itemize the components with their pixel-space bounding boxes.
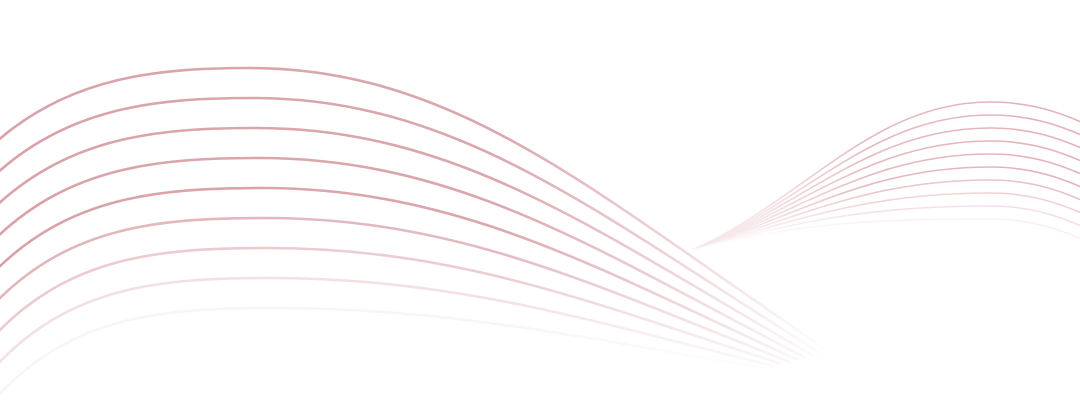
right-wave-line [689,127,1080,251]
right-wave-line [689,114,1080,251]
left-wave-line [0,276,775,368]
right-wave-line [689,140,1080,251]
left-wave-line [0,156,807,360]
right-wave-line [689,192,1080,251]
right-wave-line [689,205,1080,251]
left-wave-line [0,306,767,396]
left-wave-line [0,66,831,354]
left-wave-line [0,246,783,366]
right-wave-line [689,153,1080,251]
left-wave-line [0,96,823,356]
right-wave-line [689,179,1080,251]
left-wave-line [0,216,791,364]
right-wave-line [689,101,1080,251]
left-wave-line [0,126,815,358]
right-wave-line [689,166,1080,251]
right-wave-line [689,218,1080,251]
left-wave-line [0,186,799,362]
left-wave-group [0,66,831,396]
right-wave-group [689,101,1080,251]
